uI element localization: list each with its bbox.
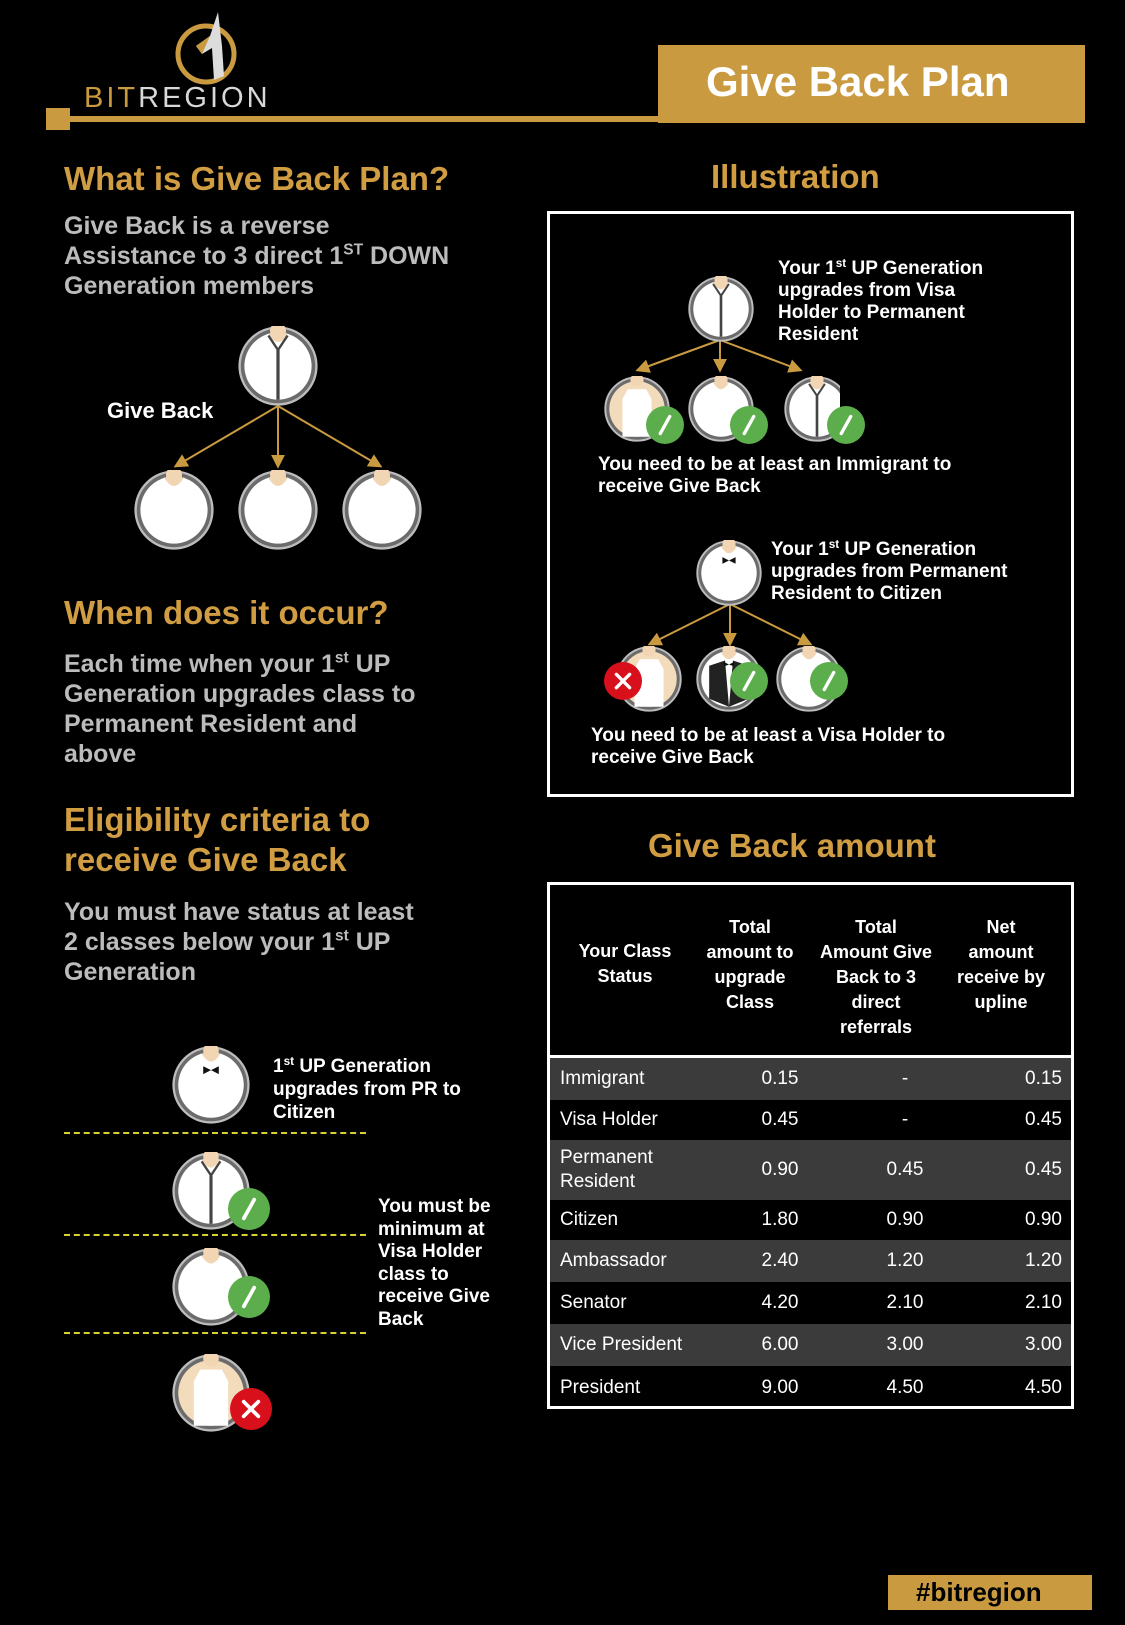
table-header: Your Class Status Total amount to upgrade Cl… <box>550 885 1071 1057</box>
divider <box>64 1332 366 1334</box>
illustration-heading: Illustration <box>711 158 880 195</box>
col-header-giveback: Total Amount Give Back to 3 direct referrals <box>819 917 932 1037</box>
check-icon <box>810 662 848 700</box>
title-banner: Give Back Plan <box>658 45 1085 123</box>
page-title: Give Back Plan <box>706 58 1010 105</box>
col-header-net: Net amount receive by upline <box>956 917 1046 1012</box>
cell-status: Ambassador <box>560 1250 667 1271</box>
cell-total: 0.45 <box>761 1109 799 1130</box>
cell-total: 4.20 <box>761 1292 799 1313</box>
eligibility-ladder <box>166 1046 272 1432</box>
cell-net: 2.10 <box>1025 1292 1062 1313</box>
table-row: Permanent Resident 0.90 0.45 0.45 <box>550 1140 1071 1200</box>
cell-giveback: 0.90 <box>886 1209 924 1230</box>
check-icon <box>730 662 768 700</box>
cell-total: 9.00 <box>761 1376 799 1398</box>
table-row: Citizen 1.80 0.90 0.90 <box>550 1200 1071 1240</box>
give-back-table: Your Class Status Total amount to upgrade Cl… <box>547 882 1074 1409</box>
what-description: Give Back is a reverse Assistance to 3 d… <box>64 212 450 300</box>
check-icon <box>228 1188 270 1230</box>
cell-total: 1.80 <box>761 1209 799 1230</box>
cell-net: 0.45 <box>1025 1159 1062 1180</box>
cell-status: Visa Holder <box>560 1109 658 1130</box>
ladder-side-label: You must be minimum at Visa Holder class… <box>378 1196 491 1330</box>
scenario-1-diagram <box>604 258 840 444</box>
upline-avatar <box>240 323 317 405</box>
scenario-2-badges <box>604 662 848 700</box>
table-row: Senator 4.20 2.10 2.10 <box>550 1282 1071 1324</box>
cell-net: 3.00 <box>1025 1334 1062 1355</box>
check-icon <box>646 406 684 444</box>
eligibility-description: You must have status at least 2 classes … <box>64 898 414 986</box>
cell-net: 4.50 <box>1025 1376 1062 1398</box>
hashtag-text: #bitregion <box>916 1577 1042 1607</box>
table-row: Vice President 6.00 3.00 3.00 <box>550 1324 1071 1366</box>
hashtag-badge: #bitregion <box>888 1575 1092 1610</box>
divider <box>64 1132 366 1134</box>
table-header-divider <box>550 1055 1071 1058</box>
table-row: President 9.00 4.50 4.50 <box>550 1366 1071 1406</box>
table-row: Visa Holder 0.45 - 0.45 <box>550 1100 1071 1140</box>
downline-avatar <box>134 470 214 550</box>
header-notch <box>46 108 70 130</box>
cell-net: 1.20 <box>1025 1250 1062 1271</box>
cell-status: Immigrant <box>560 1068 645 1089</box>
cell-giveback: 4.50 <box>886 1376 924 1398</box>
x-icon <box>230 1388 272 1430</box>
logo-icon <box>175 12 237 85</box>
x-icon <box>604 662 642 700</box>
cell-giveback: 3.00 <box>886 1334 924 1355</box>
give-back-diagram <box>134 320 422 550</box>
eligibility-heading: Eligibility criteria to receive Give Bac… <box>64 801 371 878</box>
scenario-2-note: You need to be at least a Visa Holder to… <box>591 725 946 768</box>
what-heading: What is Give Back Plan? <box>64 160 450 197</box>
check-icon <box>827 406 865 444</box>
logo-wordmark: BITREGION <box>84 82 271 114</box>
cell-status: Vice President <box>560 1334 683 1355</box>
give-back-label: Give Back <box>107 398 214 423</box>
cell-total: 6.00 <box>761 1334 799 1355</box>
scenario-1-note: You need to be at least an Immigrant to … <box>598 454 952 497</box>
divider <box>64 1234 366 1236</box>
cell-net: 0.90 <box>1025 1209 1062 1230</box>
cell-giveback: 2.10 <box>886 1292 924 1313</box>
cell-total: 2.40 <box>761 1250 799 1271</box>
cell-net: 0.15 <box>1025 1068 1062 1089</box>
scenario-2-diagram <box>616 534 842 712</box>
cell-status: President <box>560 1376 641 1398</box>
cell-status: Senator <box>560 1292 627 1313</box>
table-row: Immigrant 0.15 - 0.15 <box>550 1058 1071 1100</box>
col-header-status: Your Class Status <box>578 941 672 986</box>
upline-citizen-avatar <box>174 1046 249 1122</box>
scenario-2-caption: Your 1st UP Generation upgrades from Per… <box>771 537 1008 604</box>
cell-giveback: - <box>901 1068 909 1089</box>
when-description: Each time when your 1st UP Generation up… <box>64 649 416 768</box>
cell-total: 0.15 <box>761 1068 799 1089</box>
amount-heading: Give Back amount <box>648 827 936 864</box>
check-icon <box>228 1276 270 1318</box>
cell-status: Citizen <box>560 1209 619 1230</box>
downline-avatar <box>238 470 318 550</box>
cell-giveback: 1.20 <box>886 1250 924 1271</box>
cell-giveback: - <box>901 1109 909 1130</box>
header-rule <box>70 116 660 122</box>
upline-avatar <box>689 273 752 340</box>
cell-giveback: 0.45 <box>886 1159 924 1180</box>
ladder-top-label: 1st UP Generation upgrades from PR to Ci… <box>273 1054 461 1123</box>
scenario-1-extra-check <box>827 406 865 444</box>
when-heading: When does it occur? <box>64 594 389 631</box>
scenario-1-caption: Your 1st UP Generation upgrades from Vis… <box>778 256 984 345</box>
upline-avatar <box>697 537 760 604</box>
cell-net: 0.45 <box>1025 1109 1062 1130</box>
check-icon <box>730 406 768 444</box>
table-row: Ambassador 2.40 1.20 1.20 <box>550 1240 1071 1282</box>
illustration-panel: Your 1st UP Generation upgrades from Vis… <box>547 211 1074 797</box>
downline-avatar <box>342 470 422 550</box>
cell-status: Permanent Resident <box>560 1147 653 1192</box>
col-header-total: Total amount to upgrade Class <box>706 917 794 1012</box>
cell-total: 0.90 <box>761 1159 799 1180</box>
